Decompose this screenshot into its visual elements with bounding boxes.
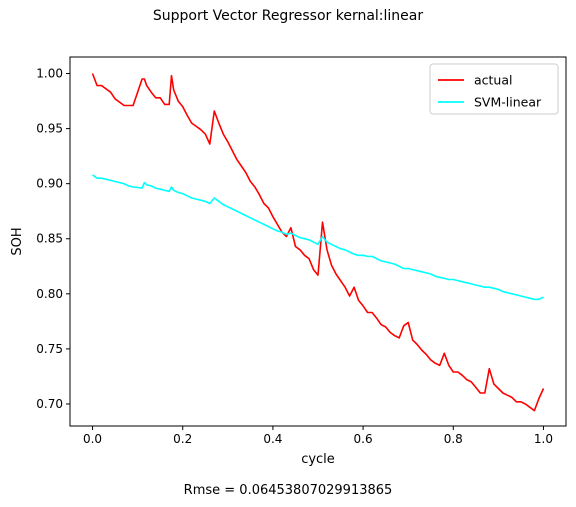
x-tick-label: 0.2	[173, 432, 192, 446]
y-tick-label: 0.75	[36, 342, 63, 356]
axes-frame	[69, 56, 567, 427]
x-axis-label: cycle	[301, 452, 335, 467]
x-tick-label: 0.0	[83, 432, 102, 446]
y-tick-label: 0.80	[36, 287, 63, 301]
rmse-label: Rmse = 0.06453807029913865	[183, 483, 393, 498]
x-tick-label: 0.8	[444, 432, 463, 446]
series-line-actual	[91, 73, 545, 412]
y-tick-label: 1.00	[36, 67, 63, 81]
x-tick-label: 0.4	[263, 432, 282, 446]
y-tick-label: 0.85	[36, 232, 63, 246]
y-tick-label: 0.95	[36, 122, 63, 136]
x-tick-label: 0.6	[354, 432, 373, 446]
x-tick-label: 1.0	[534, 432, 553, 446]
y-axis-label: SOH	[10, 227, 25, 255]
series-line-svm-linear	[92, 174, 544, 301]
legend-label-actual: actual	[474, 73, 513, 88]
chart-title: Support Vector Regressor kernal:linear	[152, 8, 424, 24]
y-tick-label: 0.70	[36, 397, 63, 411]
legend-label-svm-linear: SVM-linear	[474, 95, 542, 110]
y-tick-label: 0.90	[36, 177, 63, 191]
